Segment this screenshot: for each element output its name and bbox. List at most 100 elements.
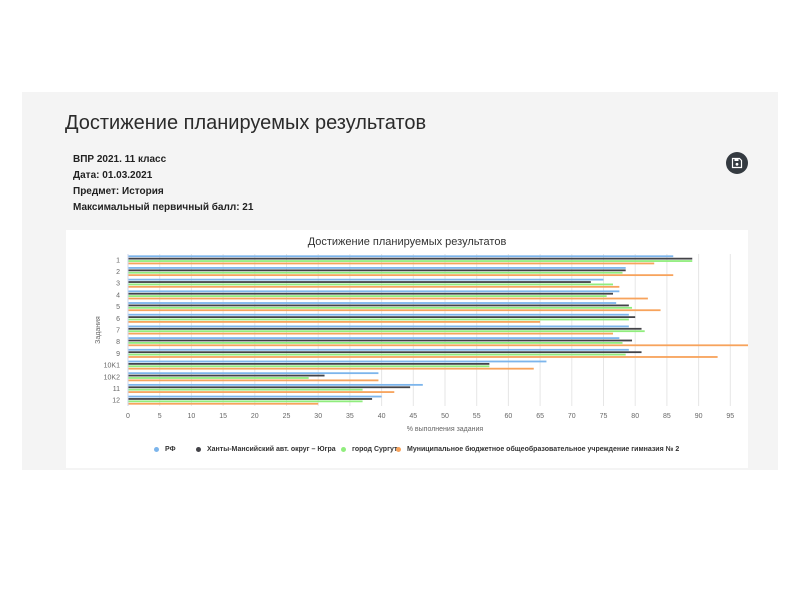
y-axis-title: Задания <box>95 316 102 344</box>
bar-4-series-1[interactable] <box>128 292 614 295</box>
bar-11-series-3[interactable] <box>128 391 395 393</box>
x-tick-label: 75 <box>600 413 608 420</box>
bar-1-series-0[interactable] <box>128 255 674 258</box>
chart-title: Достижение планируемых результатов <box>308 236 507 248</box>
bar-8-series-0[interactable] <box>128 337 620 339</box>
y-tick-label: 5 <box>116 304 120 311</box>
bar-8-series-1[interactable] <box>128 339 633 342</box>
bar-1-series-2[interactable] <box>128 260 693 262</box>
bar-9-series-2[interactable] <box>128 353 626 356</box>
x-tick-label: 55 <box>473 413 481 420</box>
bar-7-series-1[interactable] <box>128 327 642 330</box>
bars <box>128 255 748 405</box>
floppy-disk-icon <box>731 157 743 169</box>
bar-5-series-2[interactable] <box>128 306 633 309</box>
bar-4-series-0[interactable] <box>128 290 620 293</box>
bar-12-series-3[interactable] <box>128 402 319 405</box>
bar-5-series-0[interactable] <box>128 302 617 304</box>
x-tick-label: 10 <box>188 413 196 420</box>
bar-4-series-2[interactable] <box>128 295 607 298</box>
bar-3-series-3[interactable] <box>128 285 620 288</box>
grid-lines <box>127 254 731 406</box>
bar-4-series-3[interactable] <box>128 297 648 300</box>
bar-11-series-0[interactable] <box>128 383 423 386</box>
bar-2-series-2[interactable] <box>128 271 623 274</box>
bar-5-series-3[interactable] <box>128 309 661 312</box>
results-panel: Достижение планируемых результатов ВПР 2… <box>22 92 778 470</box>
x-axis-title: % выполнения задания <box>407 426 484 433</box>
page-title: Достижение планируемых результатов <box>65 112 427 134</box>
bar-12-series-2[interactable] <box>128 400 363 403</box>
legend-label-1: Ханты-Мансийский авт. округ – Югра <box>207 446 336 453</box>
legend-item-2[interactable]: город Сургут <box>341 446 397 453</box>
bar-12-series-1[interactable] <box>128 398 373 400</box>
legend-label-2: город Сургут <box>352 446 398 453</box>
y-tick-label: 7 <box>116 328 120 335</box>
x-tick-label: 50 <box>441 413 449 420</box>
bar-chart: Достижение планируемых результатов 12345… <box>95 236 748 433</box>
bar-10K1-series-1[interactable] <box>128 362 490 365</box>
x-tick-label: 60 <box>505 413 513 420</box>
meta-line-date: Дата: 01.03.2021 <box>73 170 153 181</box>
y-tick-label: 10K1 <box>104 363 120 370</box>
legend-item-3[interactable]: Муниципальное бюджетное общеобразователь… <box>396 446 679 453</box>
legend-label-0: РФ <box>165 446 176 453</box>
y-tick-label: 12 <box>112 398 120 405</box>
bar-11-series-2[interactable] <box>128 388 363 391</box>
legend-marker-1 <box>196 447 201 452</box>
y-tick-label: 11 <box>113 386 120 393</box>
x-tick-label: 70 <box>568 413 576 420</box>
y-tick-label: 1 <box>116 257 120 264</box>
save-button[interactable] <box>726 152 748 174</box>
bar-3-series-1[interactable] <box>128 281 591 283</box>
bar-7-series-3[interactable] <box>128 332 614 335</box>
bar-10K2-series-3[interactable] <box>128 379 379 382</box>
bar-6-series-2[interactable] <box>128 318 629 321</box>
bar-12-series-0[interactable] <box>128 395 382 398</box>
legend-label-3: Муниципальное бюджетное общеобразователь… <box>407 446 680 453</box>
bar-3-series-2[interactable] <box>128 283 614 286</box>
x-tick-label: 35 <box>346 413 354 420</box>
bar-10K2-series-1[interactable] <box>128 374 325 377</box>
bar-2-series-3[interactable] <box>128 274 674 277</box>
bar-8-series-2[interactable] <box>128 341 623 344</box>
bar-9-series-1[interactable] <box>128 351 642 354</box>
legend-item-0[interactable]: РФ <box>154 446 176 453</box>
legend-item-1[interactable]: Ханты-Мансийский авт. округ – Югра <box>196 446 336 453</box>
bar-8-series-3[interactable] <box>128 344 748 347</box>
legend-marker-3 <box>396 447 401 452</box>
meta-line-max-score: Максимальный первичный балл: 21 <box>73 202 254 213</box>
bar-10K2-series-2[interactable] <box>128 377 309 379</box>
bar-3-series-0[interactable] <box>128 278 604 281</box>
bar-10K2-series-0[interactable] <box>128 372 379 375</box>
bar-2-series-0[interactable] <box>128 267 626 269</box>
x-tick-label: 90 <box>695 413 703 420</box>
bar-7-series-0[interactable] <box>128 325 629 328</box>
bar-2-series-1[interactable] <box>128 269 626 272</box>
bar-5-series-1[interactable] <box>128 304 629 307</box>
test-info: ВПР 2021. 11 класс Дата: 01.03.2021 Пред… <box>73 152 253 216</box>
bar-1-series-3[interactable] <box>128 262 655 265</box>
y-tick-label: 6 <box>116 316 120 323</box>
bar-6-series-0[interactable] <box>128 313 629 316</box>
y-tick-label: 2 <box>116 269 120 276</box>
bar-10K1-series-2[interactable] <box>128 365 490 368</box>
meta-line-subject: Предмет: История <box>73 186 164 197</box>
bar-9-series-3[interactable] <box>128 356 718 358</box>
bar-7-series-2[interactable] <box>128 330 645 333</box>
bar-1-series-1[interactable] <box>128 257 693 260</box>
legend-marker-2 <box>341 447 346 452</box>
bar-10K1-series-3[interactable] <box>128 367 534 370</box>
bar-9-series-0[interactable] <box>128 348 629 351</box>
bar-10K1-series-0[interactable] <box>128 360 547 363</box>
bar-11-series-1[interactable] <box>128 386 411 389</box>
x-tick-label: 0 <box>126 413 130 420</box>
y-tick-label: 3 <box>116 281 120 288</box>
bar-6-series-3[interactable] <box>128 321 541 323</box>
chart-legend: РФ Ханты-Мансийский авт. округ – Югра горо… <box>66 446 748 460</box>
x-tick-label: 65 <box>536 413 544 420</box>
bar-6-series-1[interactable] <box>128 316 636 319</box>
x-tick-label: 5 <box>158 413 162 420</box>
